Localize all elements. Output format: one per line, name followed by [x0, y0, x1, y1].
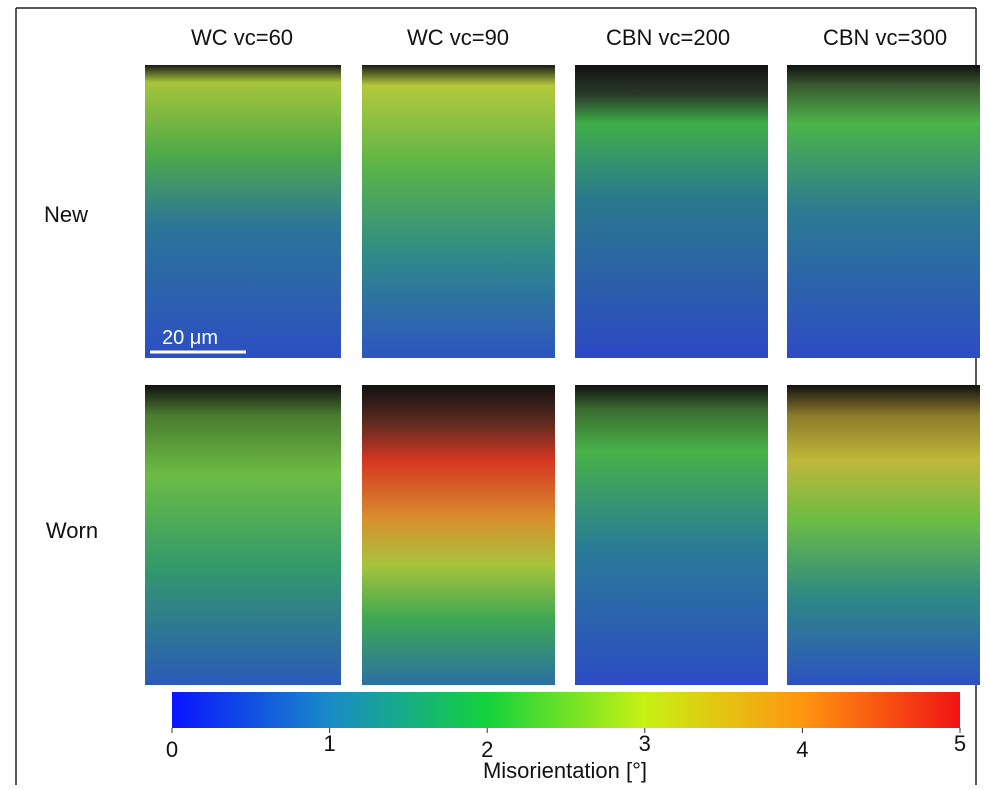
map-panel: [575, 65, 768, 358]
colorbar: [172, 692, 960, 728]
colorbar-tick-label: 4: [796, 737, 808, 762]
map-panel: [575, 385, 768, 685]
colorbar-tick-label: 5: [954, 731, 966, 756]
scale-bar-label: 20 μm: [162, 327, 218, 349]
column-label: CBN vc=200: [606, 25, 730, 50]
column-label: CBN vc=300: [823, 25, 947, 50]
map-panel: [787, 65, 980, 358]
row-label: New: [44, 202, 88, 227]
colorbar-tick-label: 2: [481, 737, 493, 762]
colorbar-label: Misorientation [°]: [483, 758, 647, 783]
column-label: WC vc=60: [191, 25, 293, 50]
map-panel: [362, 65, 555, 358]
row-label: Worn: [46, 518, 98, 543]
map-panel: [145, 385, 341, 685]
map-panel: [787, 385, 980, 685]
column-label: WC vc=90: [407, 25, 509, 50]
map-panel: [145, 65, 341, 358]
colorbar-tick-label: 3: [639, 731, 651, 756]
map-panel: [362, 385, 555, 685]
colorbar-tick-label: 1: [323, 731, 335, 756]
colorbar-ticks: 0 1 2 3 4 5: [166, 728, 966, 762]
colorbar-tick-label: 0: [166, 737, 178, 762]
